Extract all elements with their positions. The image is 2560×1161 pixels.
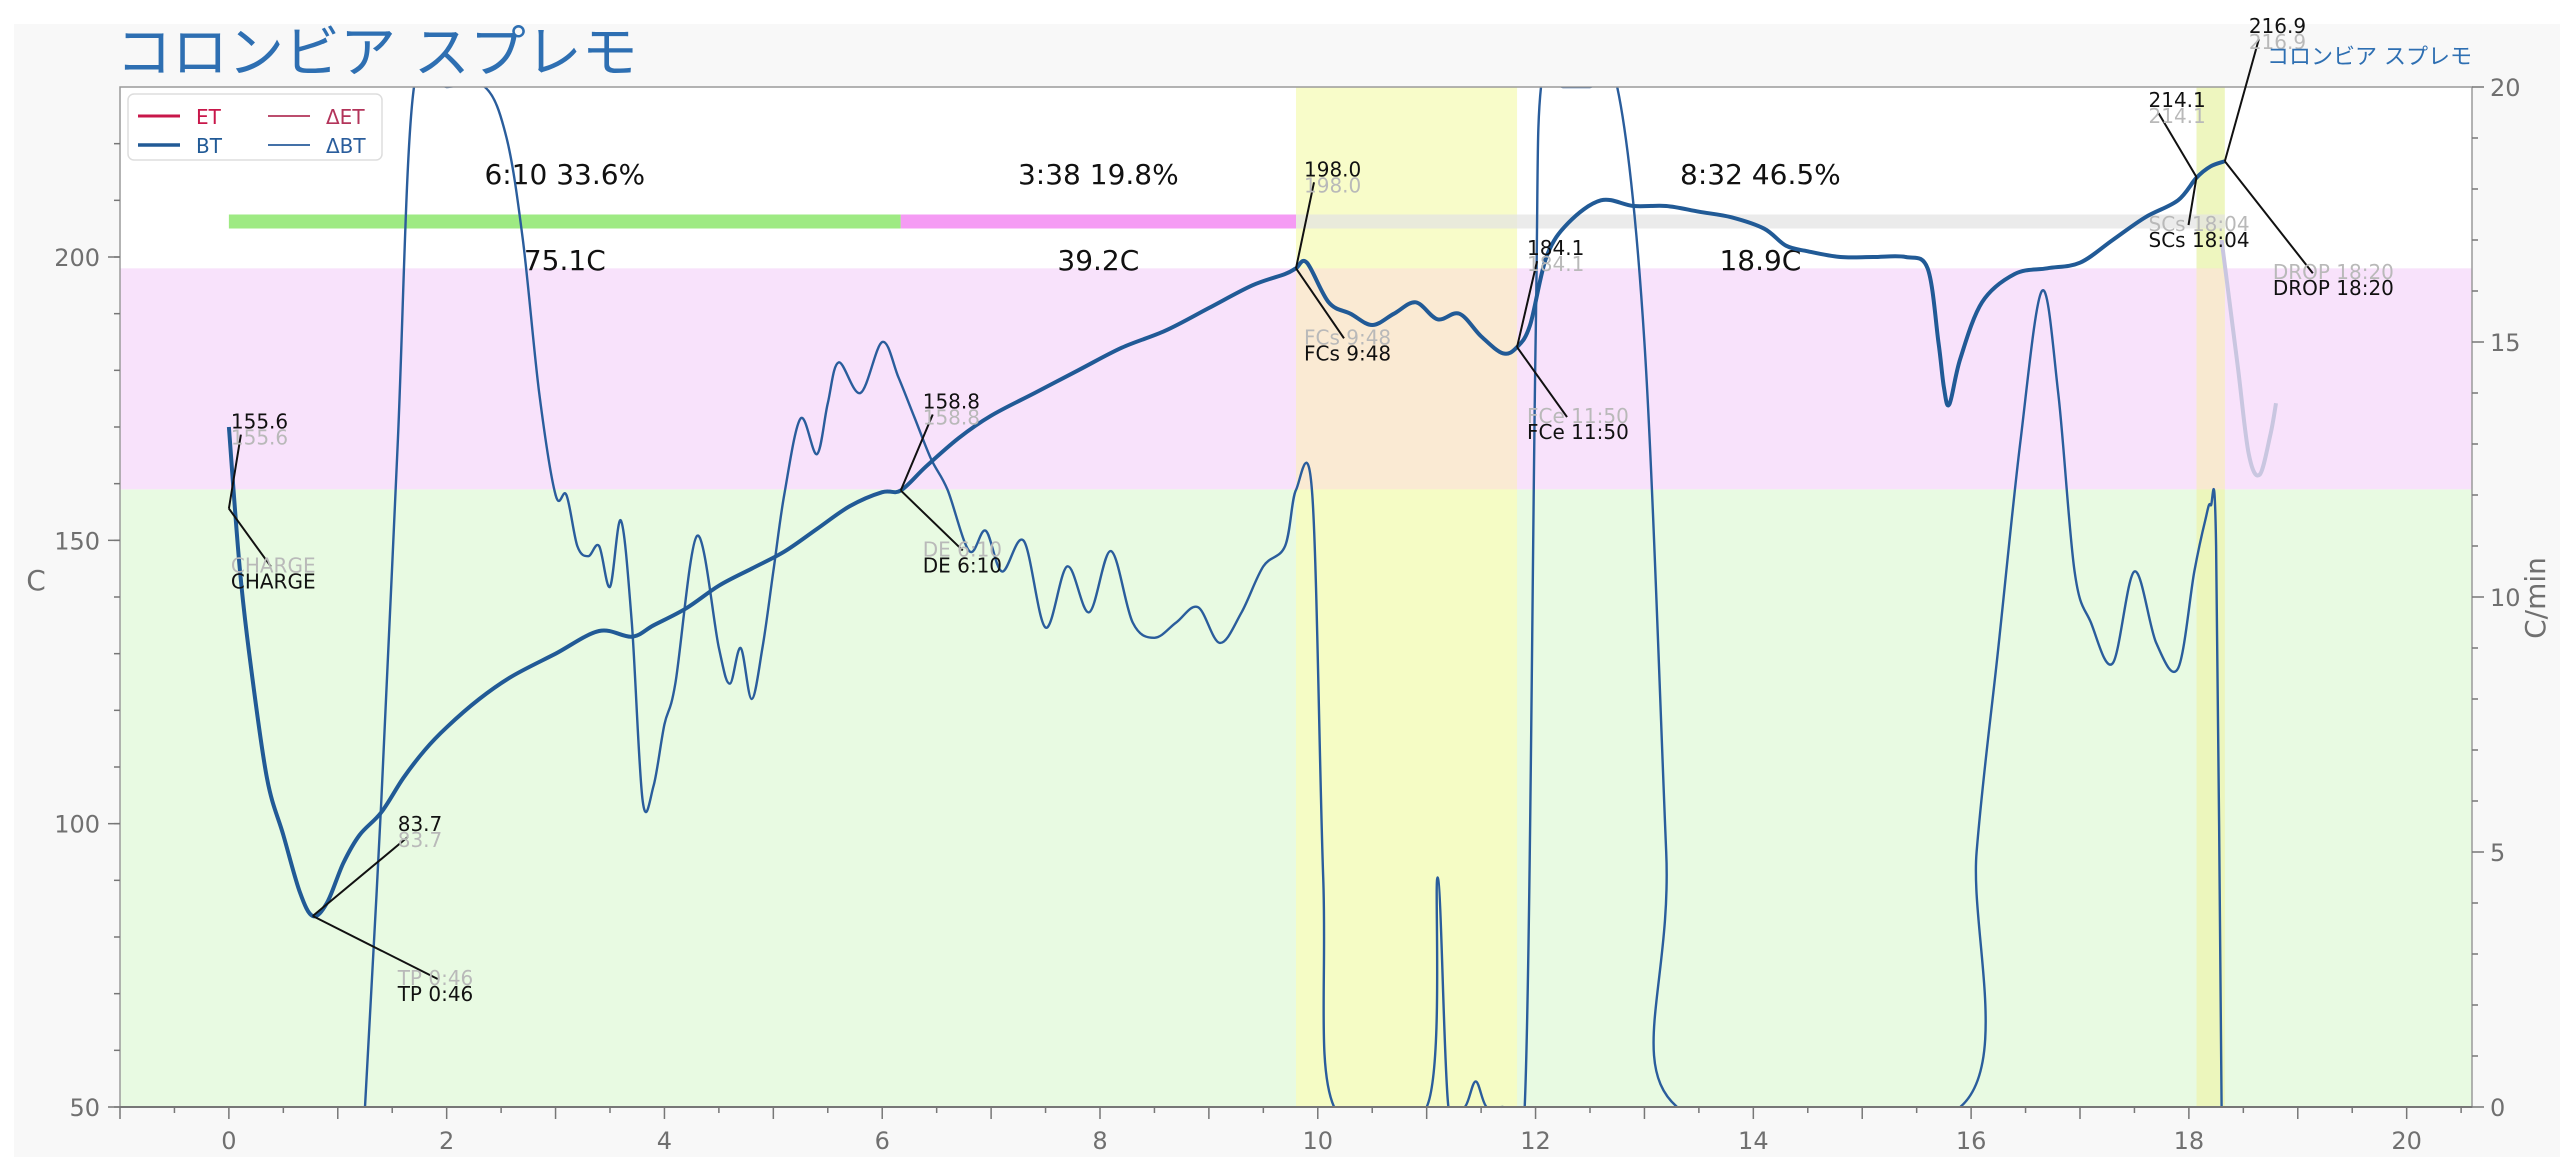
legend-label-2: ΔET — [326, 105, 365, 129]
annotation-leader-event — [2224, 160, 2314, 274]
annotation-value: 216.9 — [2249, 14, 2306, 38]
y-tick-label: 50 — [69, 1094, 100, 1122]
legend-label-3: ΔBT — [326, 134, 366, 158]
y-axis-label: C — [26, 564, 46, 597]
annotation-event: DROP 18:20 — [2273, 276, 2394, 300]
x-tick-label: 6 — [875, 1127, 890, 1155]
annotation-value: 155.6 — [231, 410, 288, 434]
x-tick-label: 2 — [439, 1127, 454, 1155]
x-tick-label: 18 — [2174, 1127, 2205, 1155]
annotation-leader-value — [1516, 260, 1539, 348]
bt-line — [226, 159, 2226, 919]
annotation-value: 214.1 — [2149, 88, 2206, 112]
phase-temp-1: 39.2C — [1057, 244, 1139, 277]
legend-box — [127, 93, 383, 161]
delta-bt-line — [363, 87, 2223, 1107]
second-crack-band-overlap — [2196, 268, 2225, 490]
annotation-event: FCs 9:48 — [1304, 341, 1391, 365]
annotation-event-shadow: FCs 9:48 — [1304, 325, 1391, 349]
y2-axis-label: C/min — [2519, 557, 2552, 639]
annotation-leader-event — [1295, 267, 1345, 339]
y2-tick-label: 15 — [2490, 329, 2521, 357]
x-tick-label: 12 — [1520, 1127, 1551, 1155]
annotation-value-shadow: 155.6 — [231, 426, 288, 450]
phase-bar-0 — [228, 214, 901, 229]
annotation-event: DE 6:10 — [923, 553, 1002, 577]
x-tick-label: 14 — [1738, 1127, 1769, 1155]
annotation-leader-event — [2187, 176, 2198, 226]
first-crack-band — [1296, 87, 1518, 1107]
x-tick-label: 8 — [1092, 1127, 1107, 1155]
x-tick-label: 16 — [1956, 1127, 1987, 1155]
y2-tick-label: 10 — [2490, 584, 2521, 612]
phase-bar-1 — [900, 214, 1296, 229]
x-tick-label: 20 — [2391, 1127, 2422, 1155]
chart-title: コロンビア スプレモ — [116, 21, 638, 86]
annotation-value: 184.1 — [1527, 236, 1584, 260]
phase-label-0: 6:10 33.6% — [484, 158, 645, 191]
x-tick-label: 0 — [221, 1127, 236, 1155]
legend-label-1: BT — [196, 134, 223, 158]
annotation-leader-value — [2223, 38, 2260, 162]
annotation-value-shadow: 184.1 — [1527, 252, 1584, 276]
annotation-leader-value — [227, 434, 242, 509]
annotation-event-shadow: TP 0:46 — [397, 966, 474, 990]
phase-temp-2: 18.9C — [1719, 244, 1801, 277]
annotation-leader-event — [900, 489, 964, 552]
annotation-leader-event — [312, 915, 439, 980]
annotation-event: FCe 11:50 — [1527, 420, 1629, 444]
y2-tick-label: 5 — [2490, 839, 2505, 867]
annotation-value-shadow: 198.0 — [1304, 173, 1361, 197]
x-tick-label: 4 — [657, 1127, 672, 1155]
annotation-event: CHARGE — [231, 570, 316, 594]
annotation-event-shadow: DROP 18:20 — [2273, 260, 2394, 284]
y-tick-label: 200 — [54, 244, 100, 272]
annotation-value-shadow: 214.1 — [2149, 104, 2206, 128]
y2-tick-label: 20 — [2490, 74, 2521, 102]
y-tick-label: 150 — [54, 527, 100, 555]
annotation-event: SCs 18:04 — [2149, 228, 2250, 252]
annotation-value: 158.8 — [923, 389, 980, 413]
annotation-event-shadow: SCs 18:04 — [2149, 212, 2250, 236]
x-tick-label: 10 — [1303, 1127, 1334, 1155]
y-tick-label: 100 — [54, 811, 100, 839]
annotation-leader-event — [1516, 346, 1568, 418]
chart-watermark: コロンビア スプレモ — [2267, 45, 2472, 70]
annotation-value-shadow: 158.8 — [923, 405, 980, 429]
annotation-leader-value — [899, 414, 934, 491]
phase-temp-0: 75.1C — [524, 244, 606, 277]
annotation-event-shadow: CHARGE — [231, 554, 316, 578]
annotation-event-shadow: DE 6:10 — [923, 537, 1002, 561]
annotation-leader-value — [1295, 182, 1315, 269]
annotation-leader-value — [2157, 112, 2198, 178]
annotation-value: 83.7 — [398, 812, 443, 836]
annotation-value: 198.0 — [1304, 157, 1361, 181]
annotation-event-shadow: FCe 11:50 — [1527, 404, 1629, 428]
annotation-value-shadow: 83.7 — [398, 828, 443, 852]
y2-tick-label: 0 — [2490, 1094, 2505, 1122]
delta-bt-projection — [2219, 239, 2278, 478]
phase-bar-development-track — [1296, 214, 2225, 229]
annotation-value-shadow: 216.9 — [2249, 30, 2306, 54]
phase-label-1: 3:38 19.8% — [1018, 158, 1179, 191]
phase-label-2: 8:32 46.5% — [1680, 158, 1841, 191]
annotation-event: TP 0:46 — [397, 982, 474, 1006]
annotation-leader-value — [312, 836, 409, 917]
annotation-leader-event — [228, 508, 272, 568]
legend-label-0: ET — [196, 105, 222, 129]
